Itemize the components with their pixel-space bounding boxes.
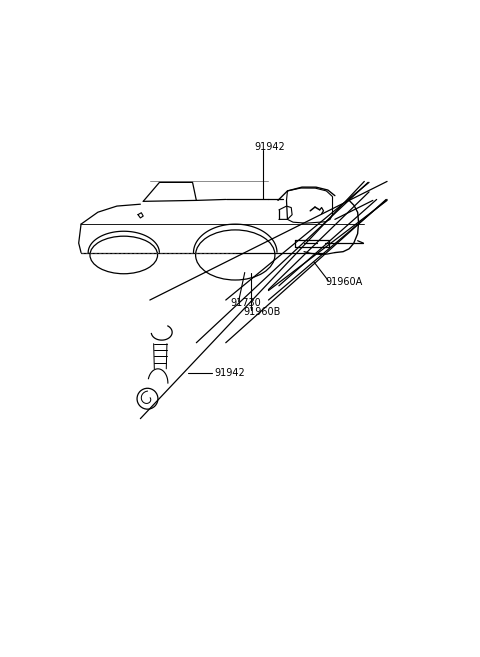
- Text: 91942: 91942: [214, 368, 245, 378]
- Text: 91960B: 91960B: [243, 307, 281, 317]
- Text: 91730: 91730: [230, 298, 261, 308]
- Text: 91942: 91942: [254, 143, 285, 152]
- Text: 91960A: 91960A: [325, 277, 363, 288]
